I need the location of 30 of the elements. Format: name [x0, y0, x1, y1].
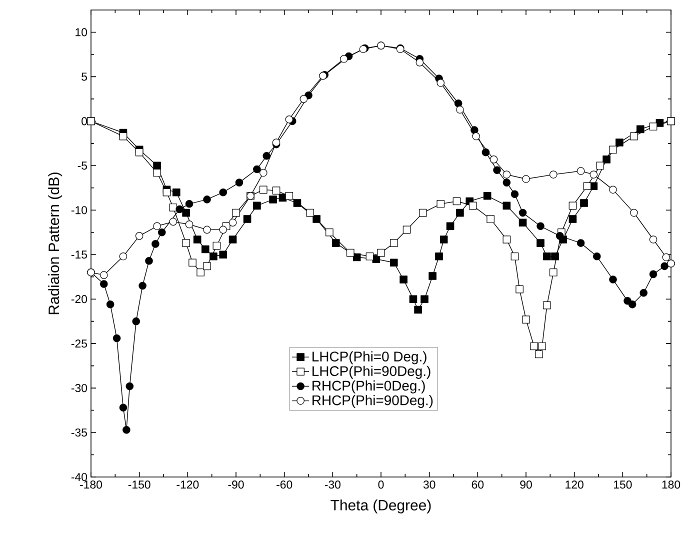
x-tick-label: 180 — [662, 480, 680, 489]
x-tick-label: 120 — [566, 480, 584, 489]
y-tick-label: 0 — [82, 117, 88, 126]
y-tick-label: -15 — [71, 250, 87, 259]
y-tick-label: -25 — [71, 340, 87, 348]
x-tick-label: -90 — [228, 480, 244, 489]
legend-label: RHCP(Phi=90Deg.) — [312, 395, 433, 408]
y-tick-label: -40 — [71, 472, 88, 482]
legend-label: LHCP(Phi=0 Deg.) — [312, 351, 426, 364]
y-tick-label: 10 — [76, 28, 88, 36]
y-tick-label: -20 — [71, 295, 88, 304]
x-tick-label: -120 — [176, 480, 199, 489]
y-axis-title: Radiaion Pattern (dB) — [48, 172, 62, 314]
y-tick-label: -30 — [71, 384, 88, 392]
x-tick-label: -60 — [276, 480, 292, 489]
y-tick-label: -5 — [78, 162, 87, 170]
x-tick-label: -30 — [324, 480, 340, 489]
x-tick-label: -180 — [80, 480, 102, 489]
x-tick-label: 60 — [472, 480, 484, 489]
x-tick-label: 30 — [423, 480, 436, 489]
y-tick-label: 5 — [82, 72, 87, 81]
x-tick-label: 150 — [614, 480, 632, 489]
y-tick-label: -10 — [71, 206, 88, 214]
x-axis-title: Theta (Degree) — [330, 499, 431, 514]
y-tick-label: -35 — [71, 428, 87, 437]
legend-label: LHCP(Phi=90Deg.) — [312, 366, 430, 379]
legend-label: RHCP(Phi=0Deg.) — [312, 380, 425, 394]
x-tick-label: 90 — [520, 480, 532, 489]
x-tick-label: -150 — [128, 480, 150, 489]
x-tick-label: 0 — [378, 480, 384, 489]
